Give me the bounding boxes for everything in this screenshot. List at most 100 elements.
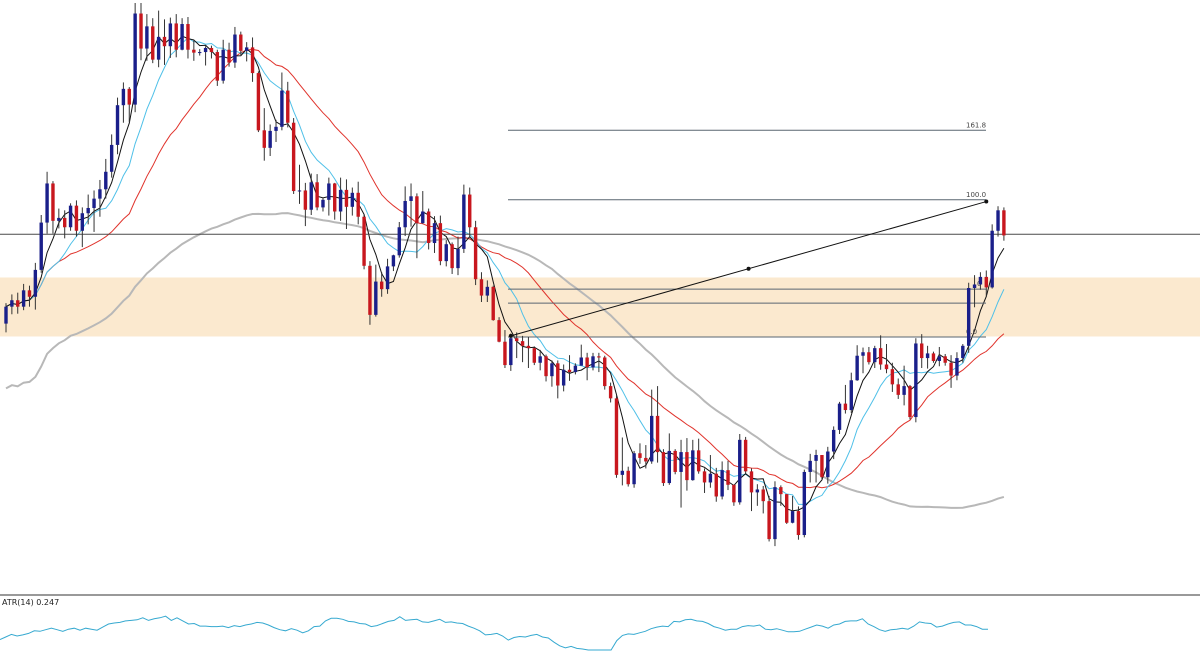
candle-body: [620, 470, 625, 475]
candle-body: [403, 200, 407, 228]
candle-body: [955, 358, 959, 376]
candle-body: [432, 223, 437, 244]
candle-body: [215, 52, 220, 81]
candle-body: [203, 47, 208, 53]
candle-body: [520, 341, 525, 346]
candle-body: [925, 353, 930, 359]
candle-body: [268, 130, 272, 148]
candle-body: [415, 196, 419, 224]
candle-body: [679, 452, 683, 472]
candle-body: [902, 386, 906, 395]
candle-body: [790, 511, 795, 523]
candle-body: [579, 357, 583, 366]
candle-body: [16, 300, 20, 307]
candle-body: [509, 338, 513, 366]
candle-body: [444, 244, 448, 262]
candle-body: [45, 183, 49, 223]
candle-body: [385, 266, 390, 290]
candle-body: [239, 34, 243, 51]
candle-body: [133, 13, 137, 105]
trendline-anchor-start: [508, 333, 513, 338]
ma-fast-line: [5, 35, 1005, 512]
candle-body: [63, 217, 67, 228]
candle-body: [802, 471, 807, 536]
candle-body: [761, 489, 765, 502]
fib-level-label: 100.0: [966, 191, 986, 199]
candle-body: [673, 450, 677, 472]
candle-body: [644, 457, 648, 462]
trendline-anchor-mid: [746, 266, 751, 271]
candle-body: [896, 384, 900, 395]
candle-body: [356, 192, 360, 217]
candle-body: [984, 276, 988, 288]
candle-body: [27, 290, 32, 297]
candle-body: [978, 276, 983, 285]
candle-body: [743, 439, 748, 472]
candle-body: [121, 88, 126, 106]
candle-body: [708, 473, 713, 483]
candle-body: [526, 345, 531, 349]
candle-body: [192, 49, 196, 53]
candle-body: [837, 403, 842, 430]
fib-level-label: 0.0: [966, 328, 977, 336]
candle-body: [920, 343, 924, 359]
candle-body: [632, 453, 636, 485]
candle-body: [820, 455, 824, 478]
candle-body: [696, 450, 701, 472]
candle-body: [867, 352, 871, 363]
candle-body: [961, 345, 965, 359]
trendline-anchor-end: [984, 199, 989, 204]
candle-body: [943, 356, 947, 363]
candle-body: [391, 255, 396, 267]
candle-body: [333, 183, 337, 212]
candle-body: [221, 49, 225, 81]
candle-body: [139, 13, 143, 49]
candle-body: [890, 369, 895, 385]
candle-body: [485, 286, 490, 296]
candle-body: [321, 199, 325, 208]
candle-body: [702, 471, 707, 483]
candle-body: [914, 343, 918, 418]
candle-body: [280, 90, 284, 127]
atr-line: [0, 615, 988, 651]
candle-body: [198, 52, 202, 54]
candle-body: [462, 194, 466, 249]
candle-body: [151, 26, 155, 60]
candle-body: [831, 429, 836, 452]
candle-body: [86, 207, 90, 214]
candle-body: [937, 356, 942, 361]
candle-body: [374, 281, 378, 315]
ma-mid-line: [5, 37, 1005, 505]
candle-body: [156, 36, 161, 60]
candle-body: [685, 452, 689, 481]
candle-body: [497, 320, 501, 342]
candle-body: [368, 265, 372, 315]
candle-body: [767, 501, 771, 540]
candle-body: [109, 144, 114, 172]
candle-body: [591, 356, 595, 368]
candle-body: [720, 470, 724, 497]
candle-body: [550, 363, 554, 377]
candle-body: [667, 450, 672, 484]
candle-body: [344, 189, 349, 207]
candle-body: [561, 369, 566, 386]
candle-body: [350, 192, 355, 207]
candle-body: [544, 356, 548, 377]
candle-body: [908, 386, 912, 418]
candle-body: [585, 357, 589, 368]
candle-body: [532, 348, 536, 363]
ma-slow-line: [5, 48, 1005, 489]
candle-body: [990, 230, 994, 288]
candle-body: [638, 453, 642, 458]
candle-body: [33, 269, 38, 297]
candle-body: [473, 227, 478, 280]
candle-body: [51, 183, 55, 221]
candle-body: [726, 470, 730, 485]
candle-body: [873, 348, 877, 363]
candle-body: [773, 487, 777, 540]
fib-level-label: 161.8: [966, 121, 986, 129]
candle-body: [855, 355, 859, 381]
candle-body: [92, 198, 96, 208]
candle-body: [315, 182, 319, 208]
